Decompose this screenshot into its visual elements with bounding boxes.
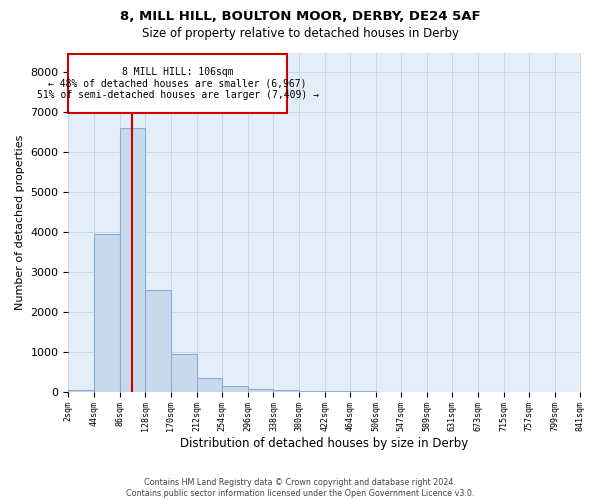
Bar <box>325 391 350 392</box>
Bar <box>299 390 325 392</box>
Text: Contains HM Land Registry data © Crown copyright and database right 2024.
Contai: Contains HM Land Registry data © Crown c… <box>126 478 474 498</box>
Bar <box>145 290 171 392</box>
Bar <box>197 378 222 392</box>
Y-axis label: Number of detached properties: Number of detached properties <box>15 134 25 310</box>
Bar <box>248 388 274 392</box>
X-axis label: Distribution of detached houses by size in Derby: Distribution of detached houses by size … <box>181 437 469 450</box>
Text: 8 MILL HILL: 106sqm
← 48% of detached houses are smaller (6,967)
51% of semi-det: 8 MILL HILL: 106sqm ← 48% of detached ho… <box>37 67 319 100</box>
Bar <box>171 354 197 392</box>
Bar <box>68 390 94 392</box>
Bar <box>119 128 145 392</box>
Text: 8, MILL HILL, BOULTON MOOR, DERBY, DE24 5AF: 8, MILL HILL, BOULTON MOOR, DERBY, DE24 … <box>119 10 481 23</box>
Bar <box>94 234 119 392</box>
Bar <box>222 386 248 392</box>
Bar <box>274 390 299 392</box>
Text: Size of property relative to detached houses in Derby: Size of property relative to detached ho… <box>142 28 458 40</box>
FancyBboxPatch shape <box>68 54 287 113</box>
